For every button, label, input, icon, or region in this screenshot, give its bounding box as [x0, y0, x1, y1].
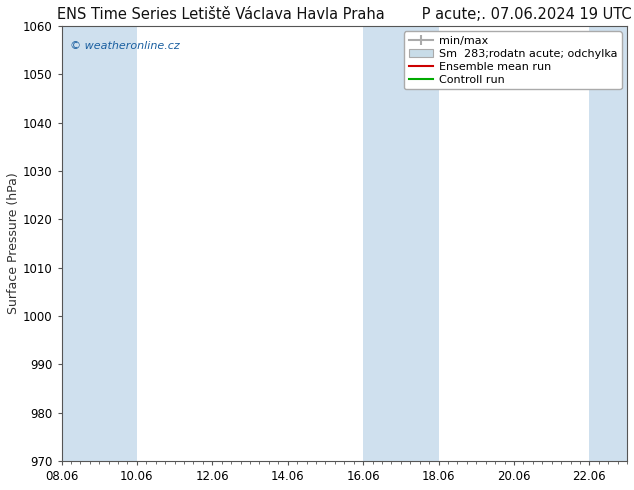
- Bar: [363, 26, 439, 461]
- Bar: [61, 26, 137, 461]
- Y-axis label: Surface Pressure (hPa): Surface Pressure (hPa): [7, 172, 20, 314]
- Title: ENS Time Series Letiště Václava Havla Praha        P acute;. 07.06.2024 19 UTC: ENS Time Series Letiště Václava Havla Pr…: [57, 7, 631, 22]
- Text: © weatheronline.cz: © weatheronline.cz: [70, 41, 179, 51]
- Bar: [590, 26, 627, 461]
- Legend: min/max, Sm  283;rodatn acute; odchylka, Ensemble mean run, Controll run: min/max, Sm 283;rodatn acute; odchylka, …: [404, 31, 621, 89]
